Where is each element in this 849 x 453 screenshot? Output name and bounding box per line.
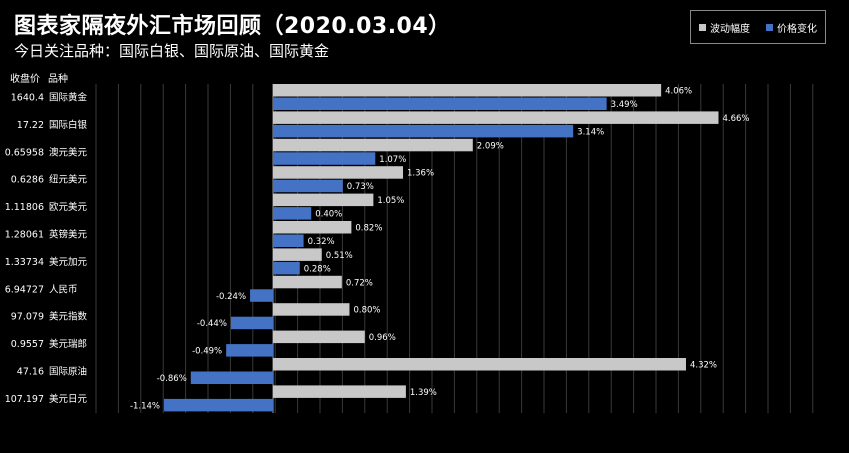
- bar-volatility: [273, 358, 686, 371]
- category-label: 美元瑞郎: [49, 338, 87, 350]
- bar-volatility: [273, 385, 406, 398]
- category-label: 纽元美元: [49, 174, 88, 186]
- bar-volatility: [273, 275, 342, 289]
- bar-change: [273, 124, 574, 138]
- data-label-change: -0.49%: [192, 347, 222, 357]
- data-label-change: -0.86%: [157, 374, 187, 384]
- bar-volatility: [273, 166, 404, 179]
- price-label: 107.197: [5, 394, 44, 405]
- bar-volatility: [273, 138, 473, 152]
- data-label-change: 0.73%: [347, 182, 374, 192]
- data-label-volatility: 1.05%: [377, 196, 404, 206]
- bar-change: [273, 152, 376, 165]
- price-label: 17.22: [17, 120, 44, 131]
- price-label: 1.28061: [5, 230, 44, 241]
- data-label-volatility: 4.06%: [665, 87, 692, 97]
- price-label: 97.079: [11, 312, 44, 323]
- category-label: 欧元美元: [49, 201, 88, 213]
- legend-label-volatility: 波动幅度: [710, 23, 750, 35]
- bar-change: [273, 234, 304, 247]
- bar-change: [250, 289, 273, 302]
- price-label: 0.65958: [5, 147, 44, 158]
- data-label-volatility: 0.51%: [326, 251, 353, 261]
- category-label: 人民币: [49, 284, 78, 295]
- data-label-volatility: 4.32%: [690, 361, 717, 371]
- data-label-volatility: 2.09%: [477, 141, 504, 151]
- bar-change: [164, 398, 273, 412]
- name-column-header: 品种: [48, 74, 68, 85]
- bar-volatility: [273, 111, 719, 124]
- bar-volatility: [273, 248, 322, 261]
- price-column-header: 收盘价: [10, 74, 40, 85]
- data-label-change: -1.14%: [130, 401, 160, 411]
- data-label-change: 0.28%: [304, 264, 331, 274]
- chart-subtitle: 今日关注品种：国际白银、国际原油、国际黄金: [14, 42, 330, 60]
- bar-volatility: [273, 221, 352, 234]
- legend-item-change: 价格变化: [766, 20, 817, 35]
- category-label: 美元加元: [49, 256, 88, 268]
- price-label: 1640.4: [11, 93, 44, 104]
- legend-label-change: 价格变化: [777, 23, 817, 35]
- bar-change: [226, 344, 273, 357]
- price-label: 6.94727: [5, 284, 44, 295]
- legend-swatch-change: [766, 23, 773, 31]
- bar-volatility: [273, 330, 365, 344]
- data-label-change: 1.07%: [379, 155, 406, 165]
- category-label: 美元指数: [49, 311, 88, 323]
- data-label-volatility: 0.96%: [369, 333, 396, 343]
- price-label: 0.9557: [11, 339, 44, 350]
- chart-legend: 波动幅度 价格变化: [690, 10, 826, 44]
- data-label-change: 0.32%: [308, 237, 335, 247]
- category-label: 澳元美元: [49, 146, 88, 158]
- price-label: 0.6286: [11, 175, 44, 186]
- data-label-volatility: 4.66%: [722, 114, 749, 124]
- bar-volatility: [273, 193, 374, 207]
- legend-swatch-volatility: [699, 23, 706, 31]
- price-label: 1.11806: [5, 202, 44, 213]
- price-label: 47.16: [17, 367, 44, 378]
- data-label-volatility: 1.36%: [407, 169, 434, 179]
- bar-change: [230, 316, 273, 330]
- data-label-change: 3.14%: [577, 127, 604, 137]
- data-label-volatility: 0.82%: [355, 224, 382, 234]
- data-label-change: 0.40%: [315, 210, 342, 220]
- category-label: 美元日元: [49, 393, 88, 405]
- bar-volatility: [273, 303, 350, 316]
- price-label: 1.33734: [5, 257, 44, 268]
- category-label: 英镑美元: [49, 229, 88, 241]
- legend-item-volatility: 波动幅度: [699, 20, 750, 35]
- data-label-volatility: 0.80%: [353, 306, 380, 316]
- bar-change: [190, 371, 273, 384]
- chart-title: 图表家隔夜外汇市场回顾（2020.03.04）: [14, 14, 451, 39]
- category-label: 国际白银: [49, 119, 88, 131]
- bar-volatility: [273, 84, 662, 97]
- category-label: 国际原油: [49, 366, 87, 378]
- bar-change: [273, 97, 607, 110]
- data-label-volatility: 0.72%: [346, 278, 373, 288]
- data-label-volatility: 1.39%: [410, 388, 437, 398]
- bar-change: [273, 179, 343, 193]
- data-label-change: -0.44%: [197, 319, 227, 329]
- data-label-change: 3.49%: [611, 100, 638, 110]
- data-label-change: -0.24%: [216, 292, 246, 302]
- bar-change: [273, 261, 300, 275]
- bar-change: [273, 207, 312, 220]
- category-label: 国际黄金: [49, 92, 88, 104]
